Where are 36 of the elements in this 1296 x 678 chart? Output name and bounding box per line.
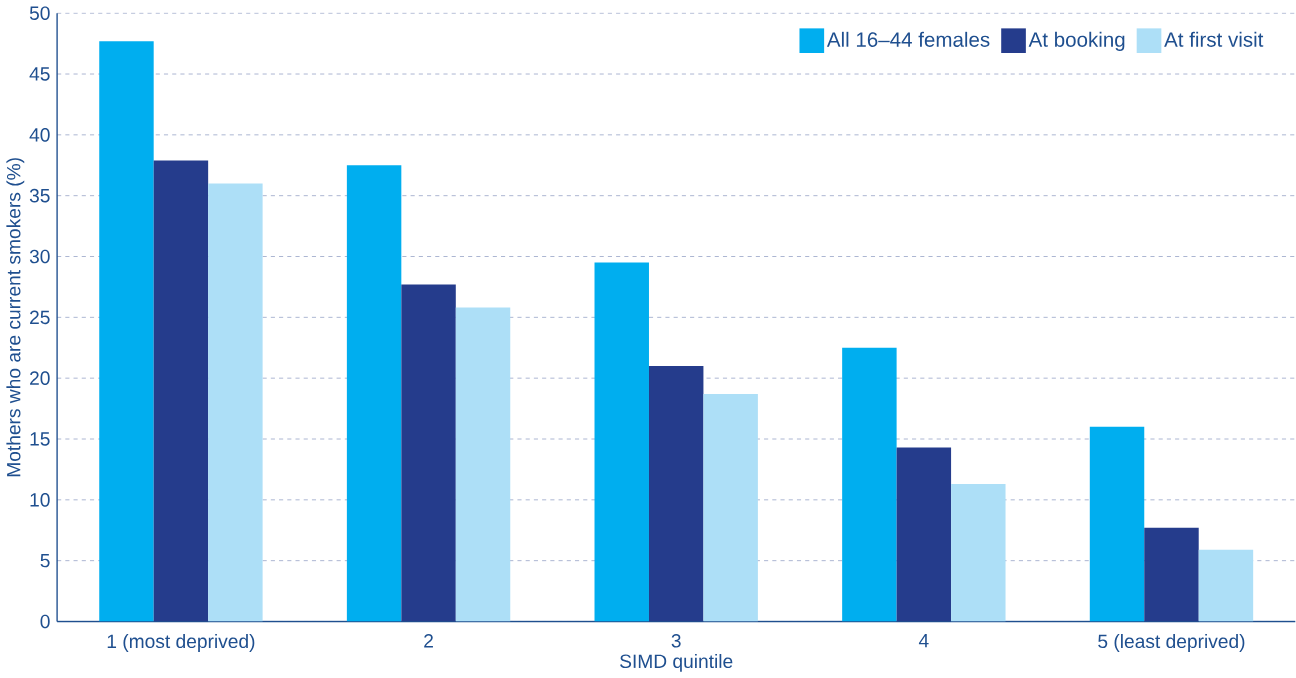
bar [401,284,456,622]
bar [1144,527,1199,622]
bar [896,447,952,622]
y-tick-label: 5 [40,553,50,568]
y-tick-label: 15 [30,432,50,446]
bar [1198,549,1254,622]
x-tick-label: 1 (most deprived) [107,633,255,652]
x-tick-label: 3 [671,633,681,648]
y-axis-title: Mothers who are current smokers (%) [6,158,25,477]
bar [1089,426,1145,622]
x-tick-label: 2 [424,633,433,648]
legend-label: All 16–44 females [826,31,990,47]
y-tick-label: 30 [29,249,50,264]
bar [703,393,758,622]
bar [153,160,209,622]
y-tick-label: 20 [30,371,50,385]
x-axis-title: SIMD quintile [620,653,733,672]
bar [208,183,263,622]
bar [648,365,704,622]
bar [951,483,1006,622]
y-tick-label: 10 [30,492,50,507]
y-tick-label: 25 [30,310,50,325]
bar [842,347,897,622]
bar [346,165,402,622]
y-tick-label: 0 [40,614,50,629]
y-tick-label: 35 [29,188,50,203]
x-tick-label: 5 (least deprived) [1098,633,1245,652]
bar [455,307,511,622]
y-tick-label: 40 [29,127,50,142]
x-tick-label: 4 [918,633,929,648]
legend-label: At first visit [1164,31,1264,47]
bar [594,262,649,622]
y-tick-label: 45 [29,67,50,81]
bar [99,41,154,622]
y-tick-label: 50 [29,6,50,20]
legend-label: At booking [1028,31,1125,51]
